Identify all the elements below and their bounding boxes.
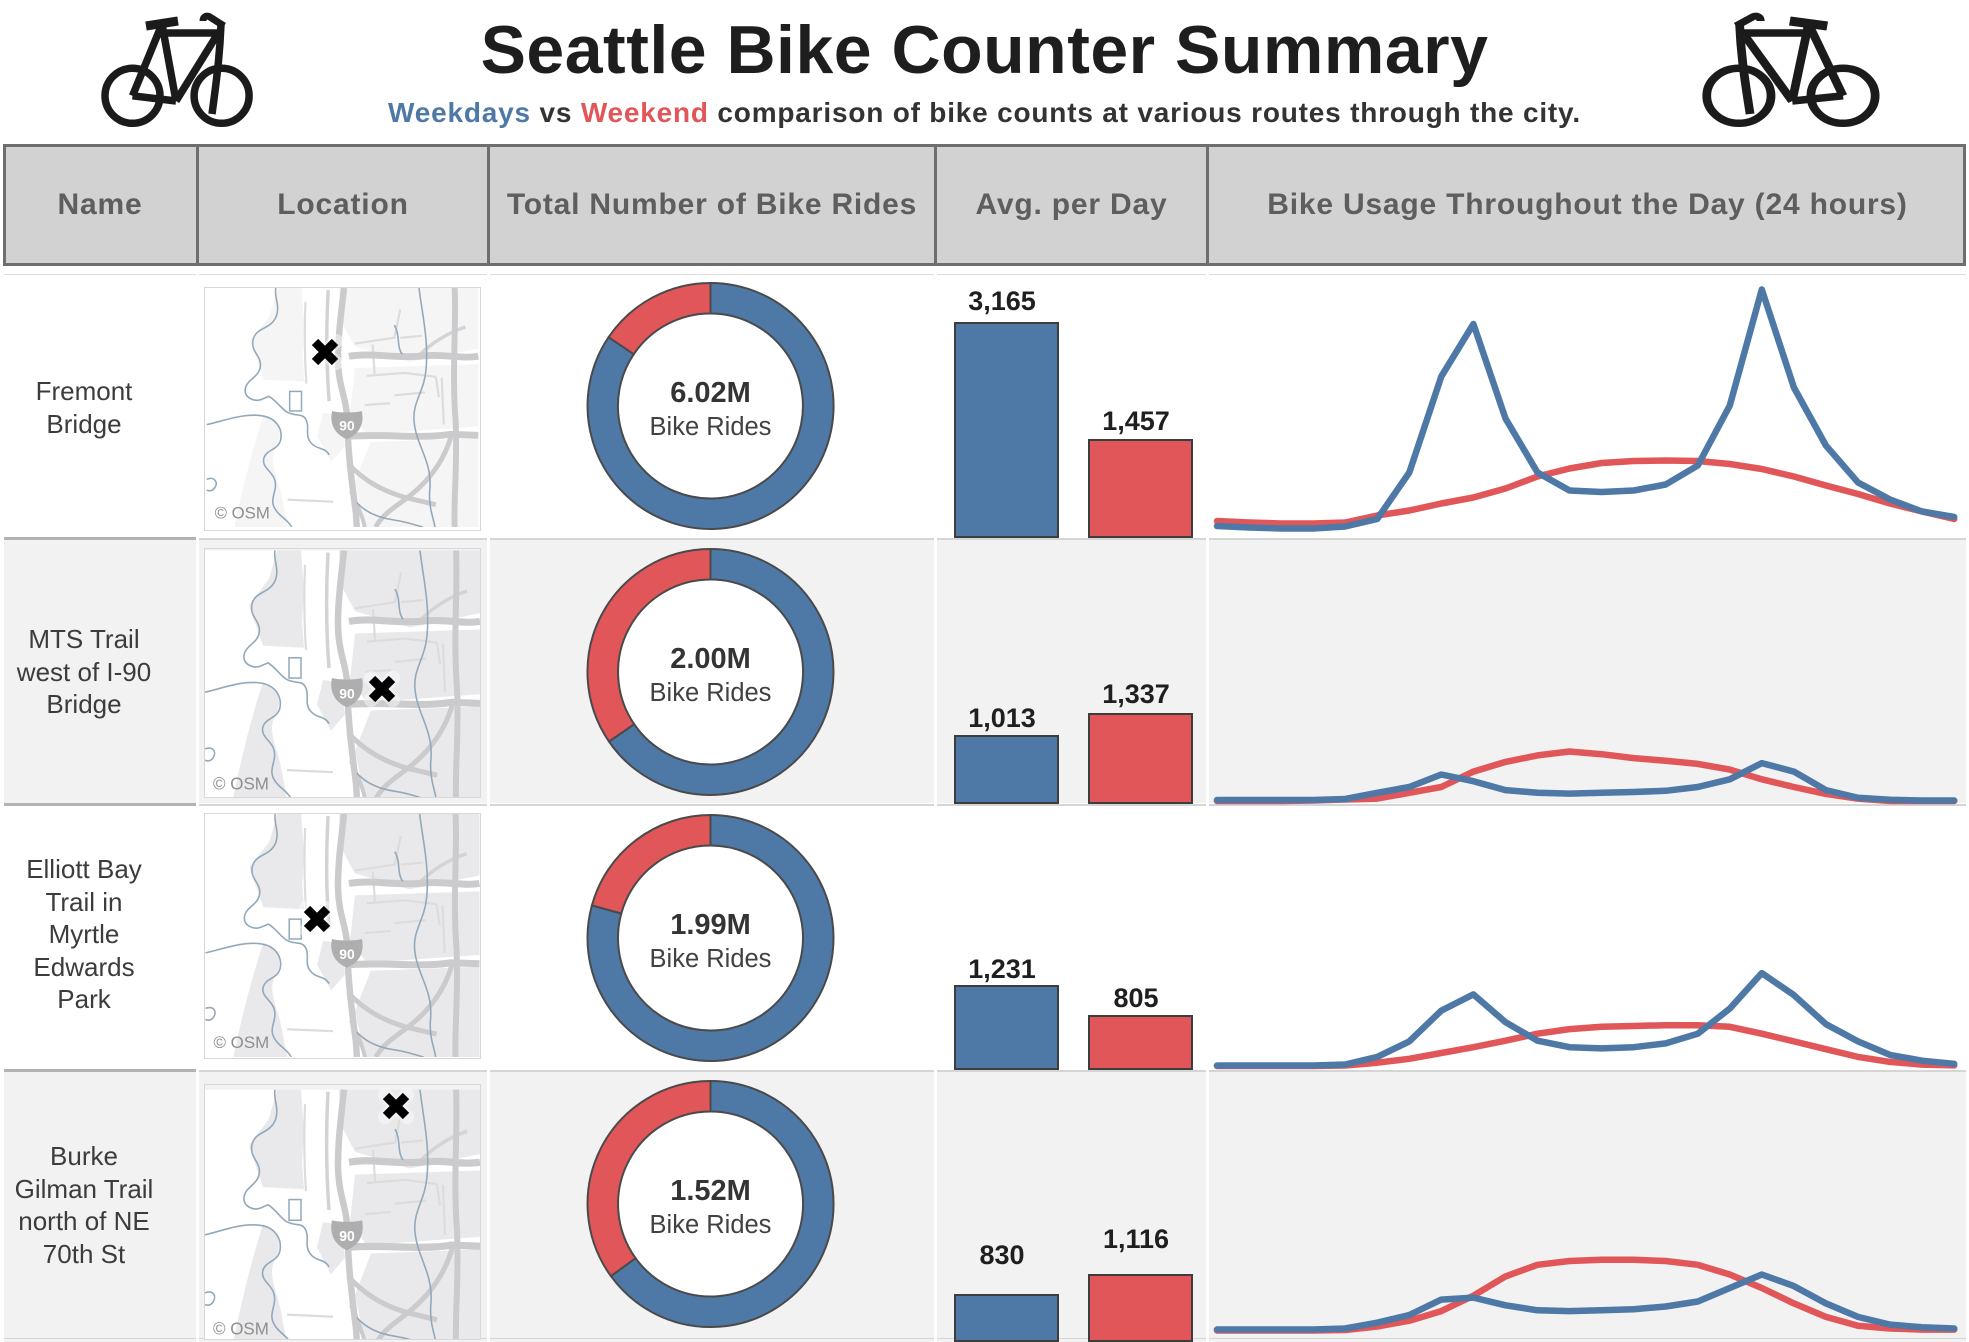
svg-text:6.02M: 6.02M <box>670 377 751 409</box>
svg-text:1.99M: 1.99M <box>670 909 751 941</box>
svg-text:Bike Rides: Bike Rides <box>650 679 772 707</box>
svg-text:2.00M: 2.00M <box>670 643 751 675</box>
svg-text:Bike Rides: Bike Rides <box>650 413 772 441</box>
svg-text:Bike Rides: Bike Rides <box>650 1211 772 1239</box>
svg-text:Bike Rides: Bike Rides <box>650 945 772 973</box>
svg-text:1.52M: 1.52M <box>670 1175 751 1207</box>
